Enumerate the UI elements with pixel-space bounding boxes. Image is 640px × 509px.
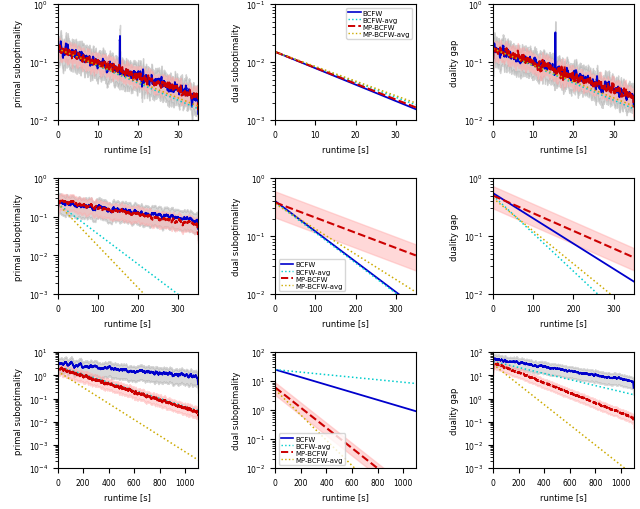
X-axis label: runtime [s]: runtime [s] bbox=[540, 145, 587, 154]
X-axis label: runtime [s]: runtime [s] bbox=[540, 493, 587, 501]
Legend: BCFW, BCFW-avg, MP-BCFW, MP-BCFW-avg: BCFW, BCFW-avg, MP-BCFW, MP-BCFW-avg bbox=[279, 434, 345, 465]
Y-axis label: duality gap: duality gap bbox=[450, 213, 459, 260]
Y-axis label: dual suboptimality: dual suboptimality bbox=[232, 197, 241, 276]
X-axis label: runtime [s]: runtime [s] bbox=[104, 493, 151, 501]
Y-axis label: primal suboptimality: primal suboptimality bbox=[14, 193, 23, 280]
X-axis label: runtime [s]: runtime [s] bbox=[540, 319, 587, 328]
Legend: BCFW, BCFW-avg, MP-BCFW, MP-BCFW-avg: BCFW, BCFW-avg, MP-BCFW, MP-BCFW-avg bbox=[346, 9, 412, 40]
X-axis label: runtime [s]: runtime [s] bbox=[322, 145, 369, 154]
Y-axis label: dual suboptimality: dual suboptimality bbox=[232, 24, 241, 102]
Y-axis label: primal suboptimality: primal suboptimality bbox=[14, 367, 23, 454]
X-axis label: runtime [s]: runtime [s] bbox=[322, 493, 369, 501]
Y-axis label: duality gap: duality gap bbox=[449, 387, 458, 434]
Y-axis label: duality gap: duality gap bbox=[450, 39, 459, 87]
X-axis label: runtime [s]: runtime [s] bbox=[104, 319, 151, 328]
Legend: BCFW, BCFW-avg, MP-BCFW, MP-BCFW-avg: BCFW, BCFW-avg, MP-BCFW, MP-BCFW-avg bbox=[279, 260, 345, 291]
X-axis label: runtime [s]: runtime [s] bbox=[104, 145, 151, 154]
X-axis label: runtime [s]: runtime [s] bbox=[322, 319, 369, 328]
Y-axis label: dual suboptimality: dual suboptimality bbox=[232, 371, 241, 449]
Y-axis label: primal suboptimality: primal suboptimality bbox=[14, 19, 23, 106]
